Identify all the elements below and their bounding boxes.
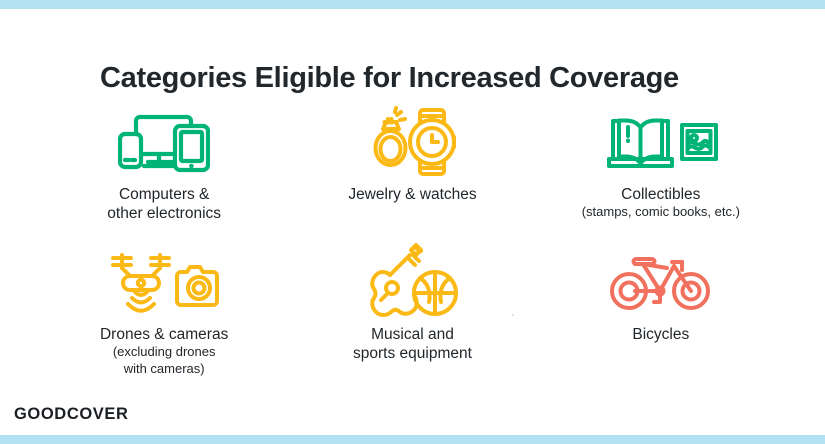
category-label-line1: Jewelry & watches	[348, 186, 477, 203]
bicycle-icon	[609, 240, 713, 322]
brand-logo: GOODCOVER	[14, 405, 129, 423]
category-item-bicycles: Bicycles	[537, 240, 785, 380]
page-title: Categories Eligible for Increased Covera…	[100, 62, 679, 95]
category-item-musical-sports: Musical and sports equipment	[288, 240, 536, 380]
book-stamp-icon	[601, 100, 721, 182]
category-item-drones: Drones & cameras (excluding drones with c…	[40, 240, 288, 380]
ring-watch-icon	[362, 100, 462, 182]
category-label-line1: Computers &	[118, 186, 210, 203]
category-label: Bicycles	[632, 325, 689, 344]
category-sublabel: (excluding drones with cameras)	[112, 344, 216, 377]
drone-camera-icon	[105, 240, 223, 322]
guitar-basketball-icon	[364, 240, 460, 322]
category-label-line1: Bicycles	[632, 326, 690, 343]
category-label: Drones & cameras (excluding drones with c…	[100, 325, 228, 378]
category-label-line1: Musical and	[371, 326, 454, 343]
top-accent-bar	[0, 0, 825, 9]
category-label-line2: other electronics	[107, 205, 222, 223]
category-label: Collectibles (stamps, comic books, etc.)	[582, 185, 740, 221]
category-label: Computers & other electronics	[107, 185, 221, 224]
category-grid: Computers & other electronics	[40, 100, 785, 380]
category-label-line2: sports equipment	[353, 345, 472, 363]
category-item-collectibles: Collectibles (stamps, comic books, etc.)	[537, 100, 785, 240]
devices-icon	[118, 100, 211, 182]
stray-dot	[512, 314, 514, 316]
category-item-jewelry: Jewelry & watches	[288, 100, 536, 240]
category-label-line1: Drones & cameras	[99, 326, 229, 343]
category-label: Jewelry & watches	[348, 185, 476, 204]
bottom-accent-bar	[0, 435, 825, 444]
category-label: Musical and sports equipment	[353, 325, 472, 364]
category-item-computers: Computers & other electronics	[40, 100, 288, 240]
category-sublabel: (stamps, comic books, etc.)	[581, 204, 740, 220]
category-label-line1: Collectibles	[621, 186, 701, 203]
